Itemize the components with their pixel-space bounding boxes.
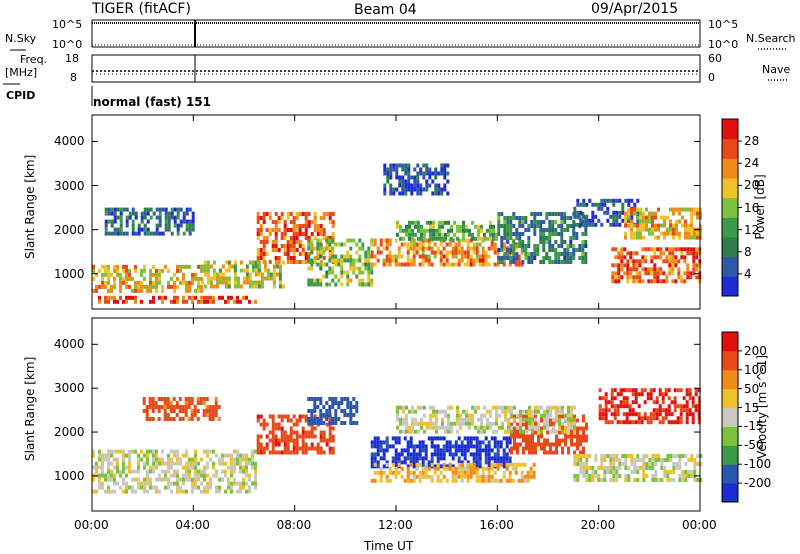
xtick-label-3: 12:00 [378,518,413,532]
colorbar-velocity-seg-4 [722,407,738,427]
power-band-7 [497,212,588,264]
velocity-band-0 [92,449,257,494]
ytick-label-velocity-1: 3000 [54,381,85,396]
colorbar-tick-label-velocity-5: -50 [744,438,764,453]
colorbar-power-seg-6 [722,158,738,179]
xtick-label-5: 20:00 [580,518,616,532]
nsky-label: N.Sky [5,32,37,45]
power-band-6 [396,220,498,241]
freq-panel-frame [91,54,701,83]
power-band-12 [383,163,450,196]
ytick-label-power-2: 2000 [54,222,85,237]
colorbar-frame-velocity [721,331,739,503]
beam-label: Beam 04 [354,2,417,18]
colorbar-tick-label-power-6: 4 [744,266,752,281]
velocity-band-4 [370,436,512,469]
radar-name: TIGER (fitACF) [92,1,191,17]
freq-tick-bottom: 8 [70,71,77,84]
colorbar-tick-label-velocity-3: 15 [744,400,760,415]
power-band-4 [307,238,374,287]
noise-tick-bottom-right: 10^0 [708,38,739,51]
colorbar-power-seg-8 [722,119,738,140]
power-band-2 [200,260,285,289]
colorbar-tick-label-velocity-7: -200 [744,476,772,491]
colorbar-power-seg-2 [722,237,738,258]
colorbar-velocity-seg-0 [722,483,738,503]
velocity-band-8 [598,388,701,425]
ytick-label-power-1: 3000 [54,178,85,193]
nave-tick-bottom: 0 [708,71,715,84]
xtick-label-6: 00:00 [682,518,717,532]
freq-tick-top: 18 [65,52,79,65]
xtick-label-4: 16:00 [479,518,514,532]
colorbar-velocity-seg-3 [722,426,738,446]
cpid-label: CPID [6,89,36,102]
colorbar-velocity-seg-1 [722,464,738,484]
ytick-label-velocity-2: 2000 [54,425,85,440]
colorbar-velocity-seg-2 [722,445,738,465]
noise-tick-top-left: 10^5 [52,18,83,31]
colorbar-tick-label-power-4: 12 [744,222,760,237]
noise-tick-top-right: 10^5 [708,18,739,31]
colorbar-tick-label-velocity-2: 50 [744,381,760,396]
velocity-band-1 [142,397,221,421]
velocity-band-5 [370,462,536,483]
ytick-label-power-0: 4000 [54,134,85,149]
colorbar-tick-label-power-1: 24 [744,156,760,171]
colorbar-velocity-seg-7 [722,350,738,371]
velocity-band-3 [307,397,359,425]
xtick-label-0: 00:00 [74,518,109,532]
power-band-9 [611,247,702,284]
colorbar-tick-label-power-3: 16 [744,200,760,215]
colorbar-tick-label-power-2: 20 [744,178,760,193]
power-ylabel: Slant Range [km] [23,154,37,259]
noise-tick-bottom-left: 10^0 [52,38,83,51]
colorbar-tick-label-power-5: 8 [744,244,752,259]
colorbar-power-seg-0 [722,276,738,297]
colorbar-velocity-seg-6 [722,369,738,390]
colorbar-power-seg-1 [722,256,738,277]
power-band-10 [624,207,702,240]
velocity-band-7 [573,454,703,482]
velocity-ylabel: Slant Range [km] [23,356,37,461]
colorbar-tick-label-velocity-0: 200 [744,343,767,358]
velocity-band-2 [256,414,335,455]
colorbar-velocity-seg-5 [722,388,738,409]
nave-label: Nave [762,63,791,76]
colorbar-power-seg-7 [722,138,738,159]
colorbar-tick-label-velocity-6: -100 [744,457,772,472]
ytick-label-velocity-0: 4000 [54,337,85,352]
xtick-label-2: 08:00 [276,518,312,532]
ytick-label-velocity-3: 1000 [54,468,85,483]
xtick-label-1: 04:00 [175,518,210,532]
cpid-text: normal (fast) 151 [93,95,211,109]
power-band-11 [104,207,195,236]
colorbar-tick-label-velocity-4: -15 [744,419,764,434]
freq-unit: [MHz] [5,66,38,79]
colorbar-velocity-seg-8 [722,332,738,352]
velocity-band-9 [396,405,576,434]
colorbar-tick-label-power-0: 28 [744,134,760,149]
power-band-1 [98,295,257,304]
colorbar-tick-label-velocity-1: 100 [744,362,767,377]
x-axis-label: Time UT [364,539,414,553]
colorbar-power-seg-5 [722,178,738,199]
nsearch-label: N.Search [746,32,796,45]
colorbar-power-seg-4 [722,197,738,218]
noise-panel-frame [91,19,701,48]
colorbar-power-seg-3 [722,217,738,238]
ytick-label-power-3: 1000 [54,266,85,281]
freq-label: Freq. [20,53,48,66]
power-band-0 [92,264,203,293]
date-label: 09/Apr/2015 [591,1,679,17]
nave-tick-top: 60 [708,52,722,65]
